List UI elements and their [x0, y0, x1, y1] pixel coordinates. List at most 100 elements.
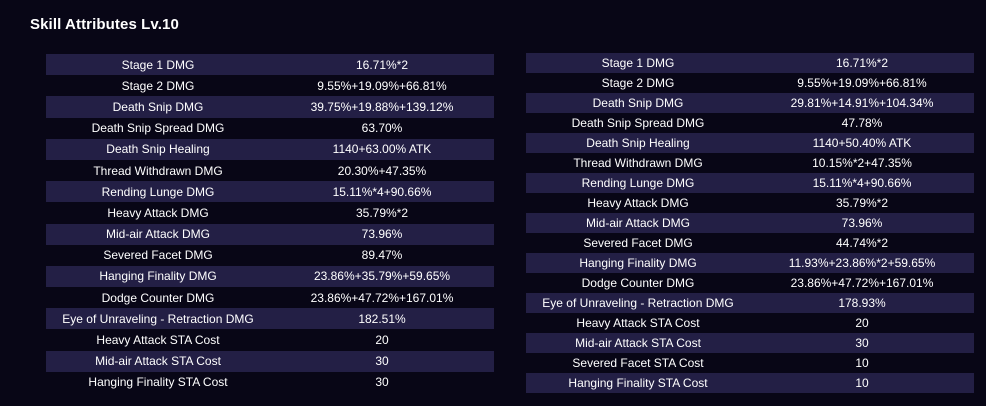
attribute-value: 15.11%*4+90.66% [750, 173, 974, 193]
attribute-name: Thread Withdrawn DMG [573, 156, 703, 170]
table-row: Hanging Finality STA Cost 30 [46, 372, 494, 393]
attribute-value: 10 [855, 356, 869, 370]
attribute-name: Death Snip DMG [46, 96, 270, 118]
attribute-name: Mid-air Attack DMG [46, 223, 270, 245]
skill-attributes-table-right: Stage 1 DMG 16.71%*2 Stage 2 DMG 9.55%+19.0… [526, 53, 974, 393]
table-row: Heavy Attack DMG 35.79%*2 [526, 193, 974, 213]
attribute-name: Hanging Finality DMG [526, 253, 750, 273]
table-row: Dodge Counter DMG 23.86%+47.72%+167.01% [526, 273, 974, 293]
table-row: Stage 2 DMG 9.55%+19.09%+66.81% [46, 75, 494, 96]
attribute-value: 47.78% [841, 116, 883, 130]
table-row: Mid-air Attack DMG 73.96% [46, 223, 494, 245]
attribute-value: 63.70% [361, 121, 403, 136]
table-row: Eye of Unraveling - Retraction DMG 178.93… [526, 293, 974, 313]
attribute-value: 9.55%+19.09%+66.81% [317, 78, 447, 93]
attribute-value: 35.79%*2 [355, 205, 409, 220]
table-row: Heavy Attack STA Cost 20 [46, 329, 494, 350]
skill-attributes-table-left: Stage 1 DMG 16.71%*2 Stage 2 DMG 9.55%+19.0… [46, 54, 494, 393]
attribute-name: Stage 1 DMG [526, 53, 750, 73]
attribute-name: Death Snip DMG [526, 93, 750, 113]
table-row: Mid-air Attack STA Cost 30 [46, 350, 494, 372]
attribute-name: Rending Lunge DMG [46, 181, 270, 203]
attribute-value: 89.47% [361, 248, 403, 263]
attribute-name: Dodge Counter DMG [581, 276, 695, 290]
table-row: Heavy Attack DMG 35.79%*2 [46, 202, 494, 223]
attribute-value: 30 [375, 375, 389, 390]
attribute-value: 73.96% [270, 223, 494, 245]
attribute-value: 29.81%+14.91%+104.34% [750, 93, 974, 113]
table-row: Hanging Finality DMG 11.93%+23.86%*2+59.6… [526, 253, 974, 273]
attribute-name: Dodge Counter DMG [101, 290, 215, 305]
attribute-name: Hanging Finality STA Cost [526, 373, 750, 393]
table-row: Rending Lunge DMG 15.11%*4+90.66% [46, 181, 494, 203]
table-row: Death Snip Healing 1140+50.40% ATK [526, 133, 974, 153]
table-row: Rending Lunge DMG 15.11%*4+90.66% [526, 173, 974, 193]
table-row: Severed Facet DMG 89.47% [46, 245, 494, 266]
table-row: Death Snip Spread DMG 47.78% [526, 113, 974, 133]
attribute-name: Death Snip Spread DMG [91, 121, 225, 136]
attribute-name: Thread Withdrawn DMG [93, 163, 223, 178]
attribute-value: 23.86%+47.72%+167.01% [310, 290, 454, 305]
attribute-value: 20 [375, 333, 389, 348]
attribute-value: 20 [855, 316, 869, 330]
attribute-name: Heavy Attack STA Cost [576, 316, 700, 330]
attribute-name: Severed Facet DMG [583, 236, 693, 250]
attribute-name: Death Snip Healing [526, 133, 750, 153]
table-row: Mid-air Attack STA Cost 30 [526, 333, 974, 353]
attribute-name: Hanging Finality DMG [46, 265, 270, 288]
attribute-value: 20.30%+47.35% [337, 163, 427, 178]
attribute-value: 11.93%+23.86%*2+59.65% [750, 253, 974, 273]
table-row: Stage 1 DMG 16.71%*2 [46, 54, 494, 76]
table-row: Thread Withdrawn DMG 10.15%*2+47.35% [526, 153, 974, 173]
attribute-name: Severed Facet STA Cost [572, 356, 704, 370]
attribute-name: Rending Lunge DMG [526, 173, 750, 193]
table-row: Mid-air Attack DMG 73.96% [526, 213, 974, 233]
table-body-right: Stage 1 DMG 16.71%*2 Stage 2 DMG 9.55%+19.0… [526, 53, 974, 393]
table-body-left: Stage 1 DMG 16.71%*2 Stage 2 DMG 9.55%+19.0… [46, 54, 494, 393]
attribute-value: 178.93% [750, 293, 974, 313]
attribute-value: 30 [750, 333, 974, 353]
table-row: Stage 2 DMG 9.55%+19.09%+66.81% [526, 73, 974, 93]
table-row: Hanging Finality STA Cost 10 [526, 373, 974, 393]
table-row: Death Snip Spread DMG 63.70% [46, 118, 494, 139]
attribute-value: 35.79%*2 [835, 196, 889, 210]
page-title: Skill Attributes Lv.10 [30, 16, 179, 33]
attribute-name: Eye of Unraveling - Retraction DMG [526, 293, 750, 313]
attribute-value: 10 [750, 373, 974, 393]
attribute-name: Hanging Finality STA Cost [88, 375, 228, 390]
attribute-value: 30 [270, 350, 494, 372]
attribute-value: 39.75%+19.88%+139.12% [270, 96, 494, 118]
attribute-value: 16.71%*2 [270, 54, 494, 76]
table-row: Death Snip Healing 1140+63.00% ATK [46, 138, 494, 160]
attribute-value: 1140+50.40% ATK [750, 133, 974, 153]
attribute-value: 1140+63.00% ATK [270, 138, 494, 160]
table-row: Hanging Finality DMG 23.86%+35.79%+59.65% [46, 265, 494, 288]
attribute-name: Heavy Attack STA Cost [96, 333, 220, 348]
table-row: Dodge Counter DMG 23.86%+47.72%+167.01% [46, 287, 494, 308]
attribute-name: Heavy Attack DMG [587, 196, 689, 210]
attribute-value: 16.71%*2 [750, 53, 974, 73]
table-row: Severed Facet DMG 44.74%*2 [526, 233, 974, 253]
attribute-value: 182.51% [270, 308, 494, 330]
attribute-name: Mid-air Attack STA Cost [46, 350, 270, 372]
attribute-value: 23.86%+47.72%+167.01% [790, 276, 934, 290]
attribute-name: Severed Facet DMG [103, 248, 213, 263]
table-row: Stage 1 DMG 16.71%*2 [526, 53, 974, 73]
table-row: Severed Facet STA Cost 10 [526, 353, 974, 373]
attribute-name: Eye of Unraveling - Retraction DMG [46, 308, 270, 330]
attribute-value: 23.86%+35.79%+59.65% [270, 265, 494, 288]
attribute-value: 10.15%*2+47.35% [812, 156, 912, 170]
attribute-name: Heavy Attack DMG [107, 205, 209, 220]
table-row: Death Snip DMG 39.75%+19.88%+139.12% [46, 96, 494, 118]
attribute-value: 15.11%*4+90.66% [270, 181, 494, 203]
attribute-value: 44.74%*2 [835, 236, 889, 250]
table-row: Death Snip DMG 29.81%+14.91%+104.34% [526, 93, 974, 113]
attribute-name: Death Snip Healing [46, 138, 270, 160]
attribute-value: 73.96% [750, 213, 974, 233]
attribute-name: Mid-air Attack STA Cost [526, 333, 750, 353]
attribute-value: 9.55%+19.09%+66.81% [797, 76, 927, 90]
attribute-name: Stage 1 DMG [46, 54, 270, 76]
attribute-name: Death Snip Spread DMG [571, 116, 705, 130]
attribute-name: Stage 2 DMG [121, 78, 195, 93]
attribute-name: Stage 2 DMG [601, 76, 675, 90]
